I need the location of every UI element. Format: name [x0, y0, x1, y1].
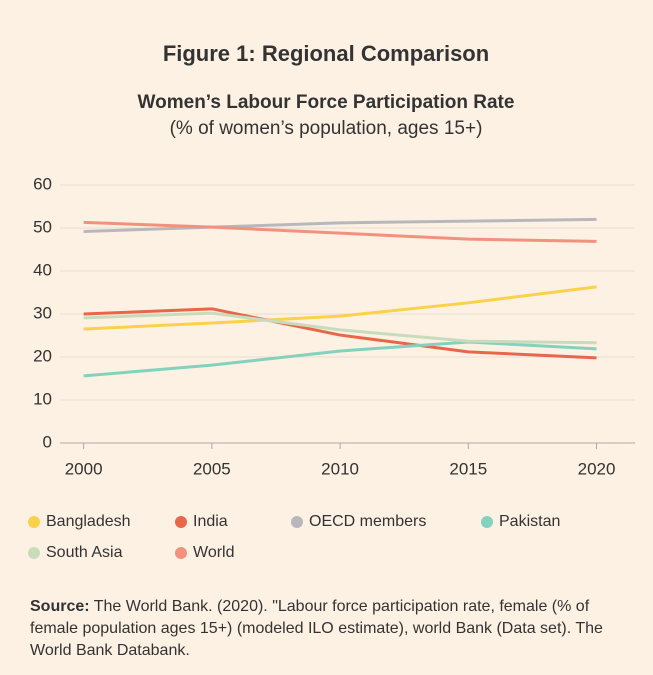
- series-line: [83, 220, 597, 243]
- legend-marker: [28, 547, 40, 559]
- source-label: Source:: [30, 598, 90, 615]
- x-tick-label: 2010: [321, 459, 359, 478]
- legend-marker: [291, 516, 303, 528]
- legend-label: South Asia: [46, 544, 123, 561]
- legend-label: OECD members: [309, 513, 426, 530]
- legend-label: World: [193, 544, 235, 561]
- y-tick-label: 40: [33, 260, 52, 279]
- x-tick-label: 2005: [193, 459, 231, 478]
- series-line: [83, 285, 597, 331]
- y-tick-label: 10: [33, 389, 52, 408]
- y-tick-label: 20: [33, 346, 52, 365]
- chart-subtitle: Women’s Labour Force Participation Rate: [138, 92, 515, 113]
- series-line: [83, 217, 597, 233]
- legend-marker: [481, 516, 493, 528]
- chart-title: Figure 1: Regional Comparison: [163, 41, 489, 66]
- legend-marker: [175, 516, 187, 528]
- series-line: [83, 311, 597, 345]
- chart: Figure 1: Regional Comparison Women’s La…: [28, 41, 635, 561]
- y-tick-label: 50: [33, 217, 52, 236]
- legend-label: Bangladesh: [46, 513, 131, 530]
- y-tick-label: 30: [33, 303, 52, 322]
- x-tick-label: 2015: [449, 459, 487, 478]
- source-text: The World Bank. (2020). "Labour force pa…: [30, 598, 603, 659]
- x-tick-label: 2000: [65, 459, 103, 478]
- y-tick-label: 0: [43, 432, 52, 451]
- legend-label: India: [193, 513, 228, 530]
- series-line: [83, 340, 597, 378]
- legend-marker: [175, 547, 187, 559]
- series-line: [83, 307, 597, 360]
- legend-marker: [28, 516, 40, 528]
- source-note: Source: The World Bank. (2020). "Labour …: [30, 596, 630, 662]
- x-tick-label: 2020: [578, 459, 616, 478]
- y-tick-label: 60: [33, 174, 52, 193]
- y-axis-label: (% of women’s population, ages 15+): [170, 118, 483, 139]
- legend-label: Pakistan: [499, 513, 560, 530]
